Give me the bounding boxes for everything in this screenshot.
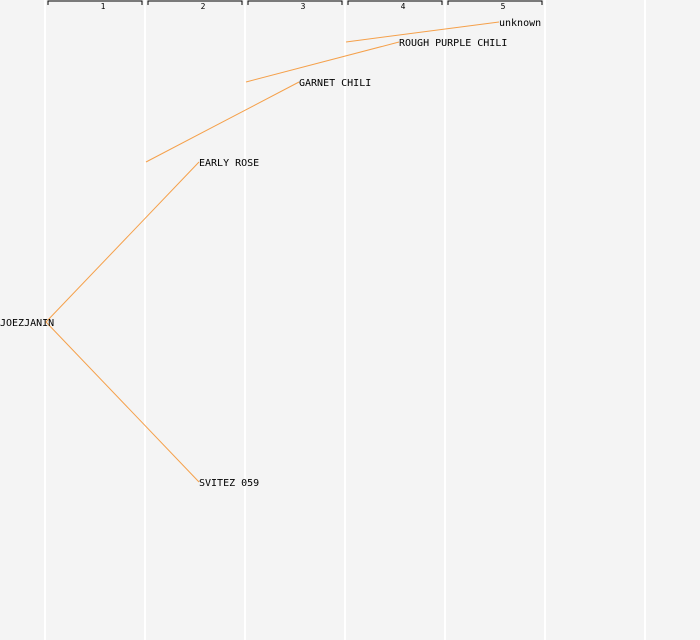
node-label-unknown[interactable]: unknown [499, 18, 541, 29]
generation-bracket [447, 0, 543, 5]
pedigree-edges [45, 21, 500, 483]
column-dividers [44, 0, 646, 640]
generation-number: 2 [201, 2, 206, 11]
pedigree-edge [45, 321, 200, 483]
pedigree-edge [245, 41, 400, 83]
generation-number: 3 [301, 2, 306, 11]
generation-number: 5 [501, 2, 506, 11]
generation-bracket [347, 0, 443, 5]
node-label-rough-purple-chili[interactable]: ROUGH PURPLE CHILI [399, 38, 507, 49]
node-label-garnet-chili[interactable]: GARNET CHILI [299, 78, 371, 89]
node-label-early-rose[interactable]: EARLY ROSE [199, 158, 259, 169]
generation-number: 1 [101, 2, 106, 11]
pedigree-edge [145, 81, 300, 163]
pedigree-nodes: JOEZJANIN EARLY ROSE SVITEZ 059 GARNET CHIL… [0, 18, 541, 489]
generation-bracket [47, 0, 143, 5]
generation-bracket [247, 0, 343, 5]
node-label-joezjanin[interactable]: JOEZJANIN [0, 318, 54, 329]
generation-bracket [147, 0, 243, 5]
pedigree-edge [345, 21, 500, 43]
pedigree-edge [45, 161, 200, 323]
node-label-svitez-059[interactable]: SVITEZ 059 [199, 478, 259, 489]
generation-number: 4 [401, 2, 406, 11]
generation-header: 1 2 3 4 5 [47, 0, 543, 11]
